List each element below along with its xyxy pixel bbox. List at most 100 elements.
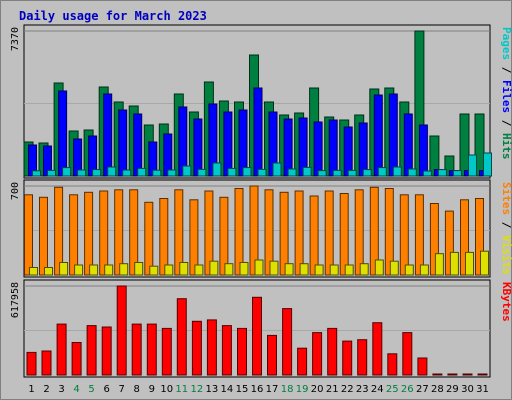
bar-sites-day-21 <box>329 264 339 276</box>
bar-sites-day-31 <box>480 250 489 276</box>
bar-kbytes-day-12 <box>191 320 202 376</box>
bar-visits-day-10 <box>159 198 169 276</box>
bar-pages-day-10 <box>167 169 177 177</box>
bar-kbytes-day-9 <box>146 323 157 376</box>
bar-files-day-26 <box>403 113 413 177</box>
bar-visits-day-29 <box>444 210 454 276</box>
bar-visits-day-20 <box>309 195 319 276</box>
bar-sites-day-19 <box>299 263 309 276</box>
bar-sites-day-3 <box>59 262 69 276</box>
bar-visits-day-28 <box>429 203 439 276</box>
bar-sites-day-12 <box>194 264 204 276</box>
bar-visits-day-7 <box>114 189 124 276</box>
bar-visits-day-17 <box>264 189 274 276</box>
day-label-25: 25 <box>386 384 399 395</box>
bar-visits-day-1 <box>24 194 33 276</box>
bar-sites-day-30 <box>465 251 474 276</box>
bar-files-day-8 <box>133 113 143 177</box>
bar-kbytes-day-20 <box>312 332 323 376</box>
legend-part-0: Sites <box>500 182 512 215</box>
bar-sites-day-14 <box>224 263 234 276</box>
bar-kbytes-day-31 <box>477 373 488 376</box>
bar-files-day-18 <box>283 118 293 177</box>
bar-sites-day-11 <box>179 262 189 276</box>
bar-visits-day-26 <box>399 194 409 276</box>
bar-visits-day-14 <box>219 196 229 276</box>
bar-pages-day-19 <box>302 166 312 177</box>
bar-kbytes-day-6 <box>101 326 112 376</box>
bar-pages-day-18 <box>287 168 297 177</box>
day-label-14: 14 <box>221 384 234 395</box>
bar-visits-day-3 <box>54 186 64 276</box>
legend-part-1: / <box>500 60 512 80</box>
bar-sites-day-17 <box>269 260 279 276</box>
bar-sites-day-28 <box>434 253 444 276</box>
bar-kbytes-day-4 <box>71 342 82 376</box>
bar-visits-day-24 <box>369 186 379 276</box>
day-label-31: 31 <box>476 384 489 395</box>
bar-visits-day-27 <box>414 194 424 276</box>
day-label-11: 11 <box>175 384 188 395</box>
bar-pages-day-28 <box>437 169 447 177</box>
day-label-23: 23 <box>356 384 369 395</box>
day-label-19: 19 <box>296 384 309 395</box>
bar-pages-day-9 <box>152 169 162 177</box>
panel-visits-sites: 700 Sites / Visits <box>10 179 512 278</box>
bar-visits-day-18 <box>279 191 289 276</box>
bar-files-day-15 <box>238 109 248 177</box>
bar-files-day-20 <box>313 121 323 177</box>
legend-part-2: Visits <box>500 235 512 275</box>
bar-kbytes-day-13 <box>206 319 217 376</box>
bar-pages-day-25 <box>392 166 402 177</box>
bar-pages-day-20 <box>317 170 327 177</box>
bar-sites-day-24 <box>374 259 384 276</box>
day-label-28: 28 <box>431 384 444 395</box>
bar-sites-day-18 <box>284 263 294 276</box>
bar-visits-day-25 <box>384 188 394 276</box>
bar-pages-day-7 <box>122 169 132 177</box>
chart-panels: 7370 Pages / Files / Hits 700 Sites / Visit… <box>10 24 512 378</box>
bar-visits-day-6 <box>99 190 109 276</box>
bar-kbytes-day-25 <box>387 353 398 376</box>
bar-kbytes-day-10 <box>161 327 172 376</box>
bar-kbytes-day-22 <box>342 340 353 376</box>
bar-visits-day-12 <box>189 199 199 276</box>
bar-visits-day-31 <box>475 198 484 276</box>
bar-sites-day-15 <box>239 262 249 276</box>
bar-pages-day-17 <box>272 162 282 177</box>
legend-part-1: / <box>500 215 512 235</box>
bar-visits-day-5 <box>84 191 94 276</box>
bar-visits-day-15 <box>234 188 244 276</box>
series-files <box>28 87 488 177</box>
bar-pages-day-2 <box>47 169 56 177</box>
bar-sites-day-27 <box>419 264 429 276</box>
bar-visits-day-16 <box>249 185 259 276</box>
bar-visits-day-22 <box>339 193 349 276</box>
day-label-5: 5 <box>88 384 94 395</box>
bar-visits-day-11 <box>174 189 184 276</box>
bar-kbytes-day-15 <box>237 327 247 376</box>
day-label-9: 9 <box>149 384 155 395</box>
bar-files-day-3 <box>58 90 68 177</box>
bar-sites-day-7 <box>119 263 129 276</box>
bar-sites-day-10 <box>164 264 174 276</box>
side-legend: KBytes <box>500 282 512 322</box>
bar-pages-day-12 <box>197 168 207 177</box>
bar-kbytes-day-26 <box>402 332 413 376</box>
panel-pages-files-hits: 7370 Pages / Files / Hits <box>10 24 512 179</box>
bar-kbytes-day-7 <box>116 285 127 376</box>
bar-files-day-16 <box>253 87 263 177</box>
bar-files-day-24 <box>373 94 383 177</box>
bar-sites-day-25 <box>389 260 399 276</box>
day-label-16: 16 <box>251 384 264 395</box>
bar-kbytes-day-28 <box>432 373 443 376</box>
bar-pages-day-13 <box>212 162 222 177</box>
day-label-18: 18 <box>281 384 294 395</box>
bar-sites-day-23 <box>359 263 369 276</box>
bar-kbytes-day-21 <box>327 327 338 376</box>
bar-files-day-23 <box>358 122 368 177</box>
bar-visits-day-30 <box>460 199 469 276</box>
bar-pages-day-22 <box>347 169 357 177</box>
bar-sites-day-4 <box>74 264 84 276</box>
bar-kbytes-day-17 <box>267 334 277 376</box>
